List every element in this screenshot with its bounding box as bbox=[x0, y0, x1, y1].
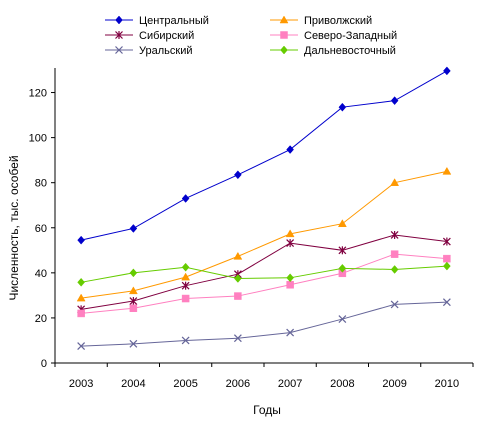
series-1 bbox=[77, 66, 451, 245]
x-tick-label: 2009 bbox=[382, 378, 406, 390]
data-point bbox=[181, 262, 190, 272]
data-point bbox=[129, 304, 138, 312]
legend-entry: Уральский bbox=[105, 45, 192, 57]
y-tick-label: 40 bbox=[35, 268, 47, 280]
data-point bbox=[390, 230, 399, 239]
series-2 bbox=[76, 166, 452, 302]
x-tick-label: 2005 bbox=[173, 378, 197, 390]
data-point bbox=[286, 273, 294, 283]
data-point bbox=[129, 224, 138, 233]
series-5 bbox=[77, 298, 451, 351]
data-point bbox=[390, 265, 399, 274]
data-point bbox=[390, 250, 399, 258]
y-tick-label: 80 bbox=[35, 178, 47, 190]
data-point bbox=[390, 300, 399, 309]
legend-label: Дальневосточный bbox=[304, 45, 396, 57]
legend-label: Центральный bbox=[139, 15, 209, 27]
legend-label: Северо-Западный bbox=[304, 30, 397, 42]
plot-area bbox=[76, 66, 452, 351]
data-point bbox=[337, 219, 347, 227]
data-point bbox=[285, 229, 295, 238]
data-point bbox=[181, 281, 190, 290]
series-line bbox=[81, 70, 448, 241]
x-tick-label: 2010 bbox=[435, 378, 459, 390]
legend-marker bbox=[115, 15, 123, 25]
legend-label: Сибирский bbox=[139, 30, 194, 42]
legend-marker bbox=[280, 45, 288, 55]
data-point bbox=[390, 178, 400, 186]
x-tick-label: 2003 bbox=[69, 378, 93, 390]
data-point bbox=[181, 272, 191, 281]
axes: 0 20 40 60 80 100 120 2003 2004 2005 2006 2007 2008 2… bbox=[29, 68, 474, 390]
y-tick-label: 100 bbox=[29, 133, 47, 145]
legend-entry: Сибирский bbox=[105, 30, 194, 42]
series-line bbox=[81, 265, 447, 283]
data-point bbox=[442, 298, 451, 307]
data-point bbox=[77, 277, 85, 287]
legend-label: Уральский bbox=[139, 45, 192, 57]
legend-entry: Центральный bbox=[105, 15, 209, 27]
series-3 bbox=[77, 230, 451, 314]
legend-marker bbox=[115, 46, 123, 54]
data-point bbox=[234, 292, 242, 300]
data-point bbox=[338, 315, 347, 323]
series-6 bbox=[77, 261, 451, 287]
data-point bbox=[77, 342, 86, 351]
data-point bbox=[286, 328, 295, 337]
y-tick-label: 0 bbox=[41, 358, 47, 370]
legend-entry: Приволжский bbox=[270, 15, 372, 27]
data-point bbox=[181, 336, 190, 345]
legend-marker bbox=[280, 31, 288, 39]
data-point bbox=[286, 145, 294, 154]
data-point bbox=[390, 96, 399, 106]
x-axis-title: Годы bbox=[253, 403, 281, 417]
data-point bbox=[181, 294, 190, 303]
data-point bbox=[234, 170, 242, 180]
y-tick-label: 120 bbox=[29, 88, 47, 100]
series-line bbox=[81, 301, 447, 347]
series-line bbox=[81, 253, 447, 314]
data-point bbox=[338, 246, 347, 255]
data-point bbox=[77, 235, 85, 245]
data-point bbox=[443, 261, 451, 271]
data-point bbox=[442, 237, 451, 246]
data-point bbox=[338, 102, 347, 112]
data-point bbox=[443, 66, 451, 76]
data-point bbox=[443, 254, 451, 263]
data-point bbox=[233, 251, 243, 260]
x-tick-label: 2008 bbox=[330, 378, 354, 390]
data-point bbox=[338, 263, 347, 273]
data-point bbox=[129, 297, 138, 306]
data-point bbox=[77, 309, 85, 318]
y-tick-label: 60 bbox=[35, 223, 47, 235]
legend: Центральный Приволжский Сибирский Северо-За… bbox=[105, 15, 397, 57]
data-point bbox=[286, 239, 295, 248]
data-point bbox=[129, 339, 138, 348]
legend-label: Приволжский bbox=[304, 15, 372, 27]
y-axis-title: Численность, тыс. особей bbox=[7, 155, 21, 300]
data-point bbox=[129, 268, 138, 278]
data-point bbox=[234, 274, 242, 283]
data-point bbox=[233, 334, 242, 343]
legend-marker bbox=[279, 15, 289, 24]
x-tick-label: 2004 bbox=[121, 378, 145, 390]
data-point bbox=[442, 166, 452, 175]
y-tick-label: 20 bbox=[35, 313, 47, 325]
legend-entry: Дальневосточный bbox=[270, 45, 396, 57]
series-4 bbox=[77, 250, 451, 318]
series-line bbox=[81, 170, 447, 299]
x-tick-label: 2006 bbox=[226, 378, 250, 390]
data-point bbox=[286, 281, 294, 289]
x-tick-label: 2007 bbox=[278, 378, 302, 390]
data-point bbox=[128, 286, 138, 295]
legend-marker bbox=[115, 31, 123, 39]
data-point bbox=[181, 194, 190, 203]
legend-entry: Северо-Западный bbox=[270, 30, 397, 42]
data-point bbox=[76, 293, 86, 302]
series-line bbox=[81, 234, 447, 310]
